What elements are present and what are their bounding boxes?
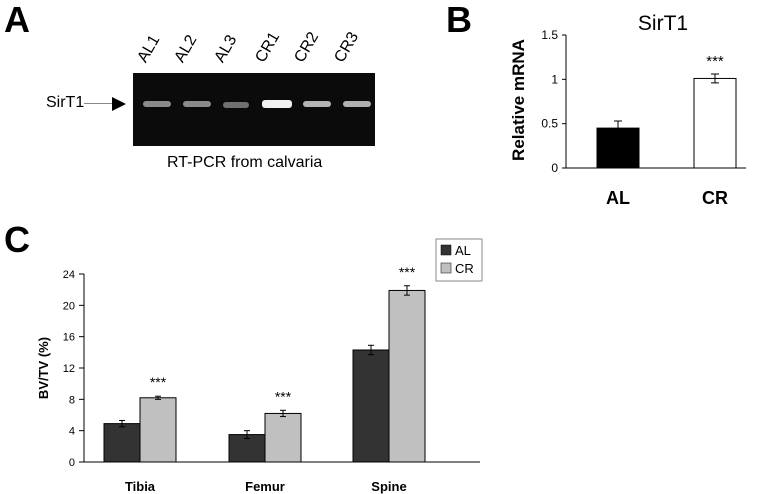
legend-swatch bbox=[440, 262, 452, 274]
significance-label: *** bbox=[275, 388, 292, 404]
y-tick-label: 4 bbox=[69, 426, 75, 438]
y-tick-label: 0 bbox=[551, 161, 558, 175]
significance-label: *** bbox=[399, 264, 416, 280]
y-axis-label: BV/TV (%) bbox=[36, 337, 51, 399]
band-label: SirT1 bbox=[46, 94, 85, 111]
band-arrow-line bbox=[84, 103, 124, 104]
bar bbox=[352, 349, 390, 463]
bar bbox=[388, 289, 426, 463]
gel-image bbox=[133, 73, 375, 146]
gel-band bbox=[303, 101, 331, 107]
bar bbox=[693, 77, 737, 169]
gel-band bbox=[223, 102, 249, 108]
bar bbox=[139, 397, 177, 463]
panel-letter-a: A bbox=[4, 0, 30, 40]
y-tick-label: 8 bbox=[69, 394, 75, 406]
x-category-label: CR bbox=[702, 188, 728, 208]
panel-letter-b: B bbox=[446, 0, 472, 40]
x-category-label: AL bbox=[606, 188, 630, 208]
y-tick-label: 1.5 bbox=[541, 28, 558, 42]
legend-swatch bbox=[440, 244, 452, 256]
gel-band bbox=[262, 100, 292, 108]
significance-label: *** bbox=[150, 374, 167, 390]
arrow-icon bbox=[112, 97, 126, 111]
x-category-label: Spine bbox=[371, 479, 406, 494]
legend-label: CR bbox=[455, 261, 474, 276]
y-tick-label: 1 bbox=[551, 72, 558, 86]
y-tick-label: 24 bbox=[63, 269, 75, 281]
bar bbox=[103, 423, 141, 463]
chart-title: SirT1 bbox=[638, 12, 688, 35]
y-tick-label: 16 bbox=[63, 332, 75, 344]
panel-letter-c: C bbox=[4, 219, 30, 260]
x-category-label: Femur bbox=[245, 479, 285, 494]
bar bbox=[228, 434, 266, 463]
y-axis-label: Relative mRNA bbox=[509, 39, 528, 161]
gel-band bbox=[183, 101, 211, 107]
y-tick-label: 0.5 bbox=[541, 117, 558, 131]
x-category-label: Tibia bbox=[125, 479, 156, 494]
gel-band bbox=[343, 101, 371, 107]
gel-band bbox=[143, 101, 171, 107]
y-tick-label: 0 bbox=[69, 457, 75, 469]
legend-label: AL bbox=[455, 243, 471, 258]
gel-caption: RT-PCR from calvaria bbox=[167, 154, 323, 171]
significance-label: *** bbox=[706, 53, 724, 70]
y-tick-label: 12 bbox=[63, 363, 75, 375]
y-tick-label: 20 bbox=[63, 300, 75, 312]
bar bbox=[264, 412, 302, 463]
